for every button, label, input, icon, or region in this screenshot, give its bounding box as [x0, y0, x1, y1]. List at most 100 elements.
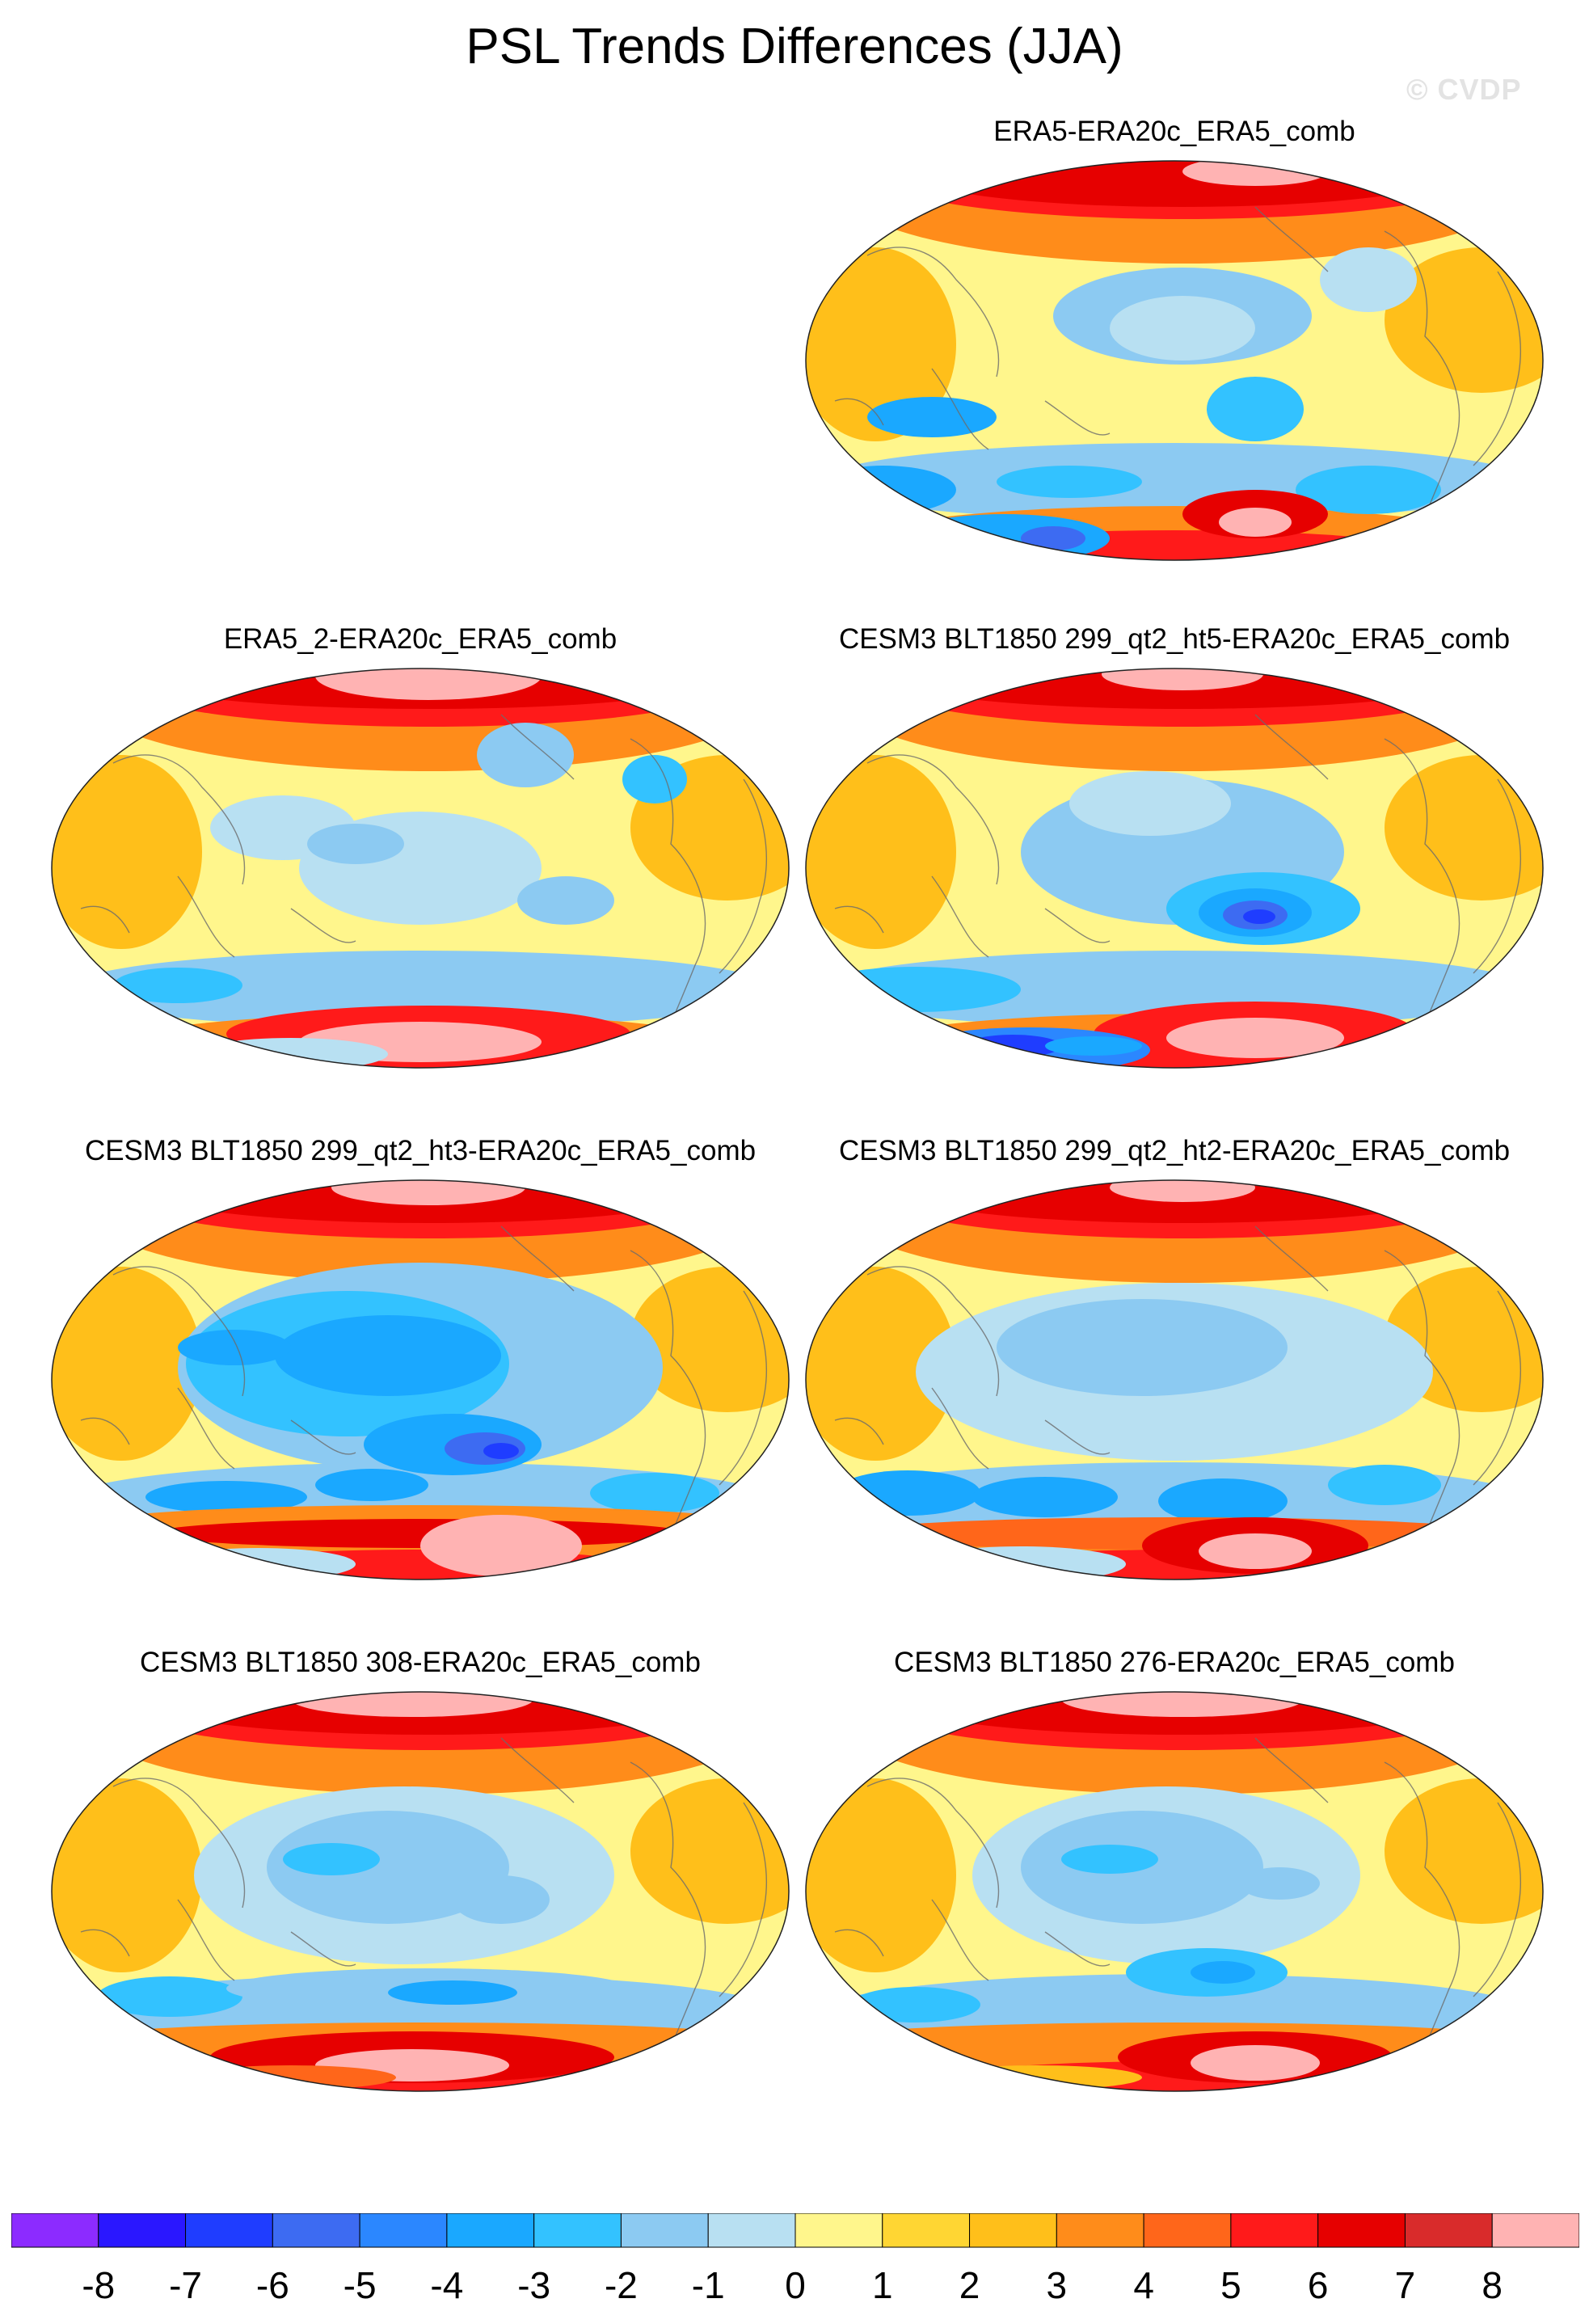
contour-region	[1085, 1343, 1247, 1392]
contour-region	[1110, 1180, 1255, 1202]
map-outline	[805, 160, 1544, 561]
colorbar-tick-label: 0	[785, 2264, 806, 2306]
contour-region	[1191, 1961, 1255, 1984]
contour-region	[1304, 965, 1465, 1014]
coastline	[1384, 1761, 1460, 2070]
colorbar-swatch	[185, 2213, 273, 2248]
contour-region	[420, 1515, 582, 1576]
map-svg	[805, 160, 1544, 561]
coastline	[177, 1899, 235, 1981]
contour-region	[1296, 466, 1441, 514]
coastline	[1254, 206, 1329, 272]
coastline	[630, 1250, 706, 1558]
colorbar-tick-label: -2	[605, 2264, 638, 2306]
contour-region	[867, 397, 997, 437]
contour-region	[590, 1473, 719, 1513]
coastline	[1473, 1802, 1521, 1997]
contour-region	[1021, 526, 1085, 550]
coastline	[866, 754, 1000, 885]
contour-region	[1207, 377, 1304, 441]
contour-region	[916, 1546, 1126, 1580]
coastline	[834, 1417, 884, 1445]
map-outline	[805, 1691, 1544, 2092]
map-svg	[51, 1691, 790, 2092]
colorbar-tick-label: 6	[1308, 2264, 1329, 2306]
colorbar-tick-label: 1	[872, 2264, 893, 2306]
map-panel-6: CESM3 BLT1850 308-ERA20c_ERA5_comb	[48, 1644, 792, 2097]
coastline	[931, 1899, 989, 1981]
map-panel-4: CESM3 BLT1850 299_qt2_ht3-ERA20c_ERA5_co…	[48, 1132, 792, 1585]
coastline	[1384, 1250, 1460, 1558]
contour-region	[1110, 296, 1255, 361]
contour-region	[154, 1519, 687, 1548]
contour-region	[1061, 1845, 1158, 1874]
coastline	[1044, 1931, 1111, 1967]
map-svg	[805, 668, 1544, 1069]
map-outline	[51, 1179, 790, 1580]
colorbar-tick-label: -1	[692, 2264, 725, 2306]
map-panel-2: ERA5_2-ERA20c_ERA5_comb	[48, 621, 792, 1073]
map-outline	[805, 1179, 1544, 1580]
contour-region	[178, 1330, 291, 1365]
panel-title: CESM3 BLT1850 299_qt2_ht2-ERA20c_ERA5_co…	[838, 1135, 1511, 1166]
coastline	[1254, 1737, 1329, 1803]
contour-region	[1199, 1533, 1312, 1569]
colorbar-swatch	[1143, 2213, 1232, 2248]
coastline	[112, 1266, 246, 1397]
colorbar-swatch	[794, 2213, 883, 2248]
colorbar-swatch	[272, 2213, 360, 2248]
panel-title: CESM3 BLT1850 299_qt2_ht5-ERA20c_ERA5_co…	[838, 623, 1511, 655]
colorbar: -8 -7 -6 -5 -4 -3 -2 -1 0 1 2 3 4 5 6 7 8	[11, 2213, 1579, 2306]
map-svg	[51, 1179, 790, 1580]
map-panel-5: CESM3 BLT1850 299_qt2_ht2-ERA20c_ERA5_co…	[803, 1132, 1546, 1585]
coastline	[500, 714, 575, 780]
contour-region	[52, 1267, 202, 1461]
contour-region	[835, 1470, 980, 1516]
colorbar-swatch	[969, 2213, 1057, 2248]
contour-region	[283, 1843, 380, 1875]
contour-region	[517, 876, 614, 925]
contour-region	[932, 2065, 1142, 2090]
colorbar-tick-label: 3	[1047, 2264, 1068, 2306]
contour-region	[162, 1548, 356, 1580]
contour-region	[1158, 1478, 1288, 1524]
contour-region	[267, 1811, 509, 1924]
contour-region	[388, 1980, 517, 2005]
contour-region	[113, 968, 242, 1003]
panel-title: ERA5_2-ERA20c_ERA5_comb	[223, 623, 617, 655]
coastline	[719, 778, 767, 974]
colorbar-swatch	[882, 2213, 971, 2248]
coastline	[80, 905, 130, 934]
colorbar-tick-label: 4	[1133, 2264, 1154, 2306]
coastline	[1384, 738, 1460, 1047]
contour-region	[477, 723, 574, 787]
coastline	[1044, 908, 1111, 943]
contour-region	[916, 161, 1449, 207]
contour-region	[1243, 909, 1275, 924]
colorbar-tick-label: 7	[1395, 2264, 1416, 2306]
contour-region	[1045, 1036, 1142, 1056]
colorbar-tick-label: 2	[959, 2264, 980, 2306]
coastline	[1473, 271, 1521, 466]
coastline	[866, 247, 1000, 377]
contour-region	[145, 1481, 307, 1513]
contour-region	[1320, 247, 1417, 312]
coastline	[630, 738, 706, 1047]
map-panel-3: CESM3 BLT1850 299_qt2_ht5-ERA20c_ERA5_co…	[803, 621, 1546, 1073]
contour-region	[1069, 771, 1231, 836]
coastline	[112, 754, 246, 885]
map-panel-7: CESM3 BLT1850 276-ERA20c_ERA5_comb	[803, 1644, 1546, 2097]
colorbar-swatch	[620, 2213, 709, 2248]
contour-region	[1239, 1867, 1320, 1900]
colorbar-tick-label: -3	[517, 2264, 550, 2306]
coastline	[931, 875, 989, 958]
contour-region	[1102, 669, 1263, 690]
contour-region	[1328, 1465, 1441, 1505]
coastline	[834, 1929, 884, 1957]
coastline	[80, 1417, 130, 1445]
contour-region	[307, 824, 404, 864]
colorbar-swatch	[446, 2213, 535, 2248]
watermark: © CVDP	[1406, 73, 1522, 106]
contour-region	[105, 957, 752, 1022]
contour-region	[1219, 508, 1292, 537]
